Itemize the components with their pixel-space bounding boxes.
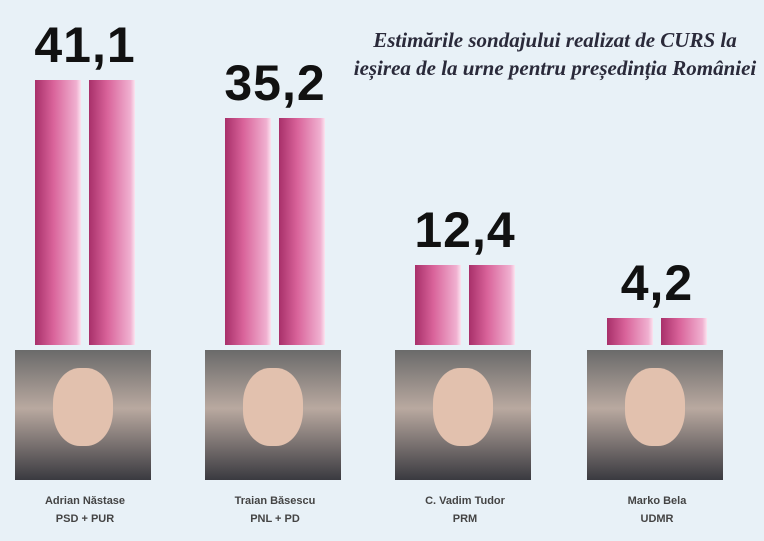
data-label: 4,2 <box>620 254 694 311</box>
bar <box>225 117 325 345</box>
candidate-name: Adrian Năstase <box>44 495 126 507</box>
candidate-label: C. Vadim Tudor PRM <box>370 492 560 528</box>
candidate-label: Adrian Năstase PSD + PUR <box>0 492 180 528</box>
candidate-label: Marko Bela UDMR <box>562 492 752 528</box>
data-label: 12,4 <box>414 202 516 259</box>
candidate-photo <box>205 350 341 480</box>
data-label: 35,2 <box>224 54 326 111</box>
candidate-name: Traian Băsescu <box>234 495 316 507</box>
candidate-name: C. Vadim Tudor <box>425 495 505 507</box>
candidate-party: PSD + PUR <box>55 513 115 525</box>
candidate-photo <box>395 350 531 480</box>
data-label: 41,1 <box>34 16 136 73</box>
candidate-photo <box>15 350 151 480</box>
candidate-party: UDMR <box>640 513 674 525</box>
bar <box>607 317 707 345</box>
candidate-party: PRM <box>452 513 478 525</box>
chart-title: Estimările sondajului realizat de CURS l… <box>353 28 757 80</box>
bar <box>35 79 135 345</box>
bar <box>415 265 515 345</box>
candidate-party: PNL + PD <box>250 513 300 525</box>
candidate-photo <box>587 350 723 480</box>
candidate-label: Traian Băsescu PNL + PD <box>180 492 370 528</box>
candidate-name: Marko Bela <box>627 495 687 507</box>
